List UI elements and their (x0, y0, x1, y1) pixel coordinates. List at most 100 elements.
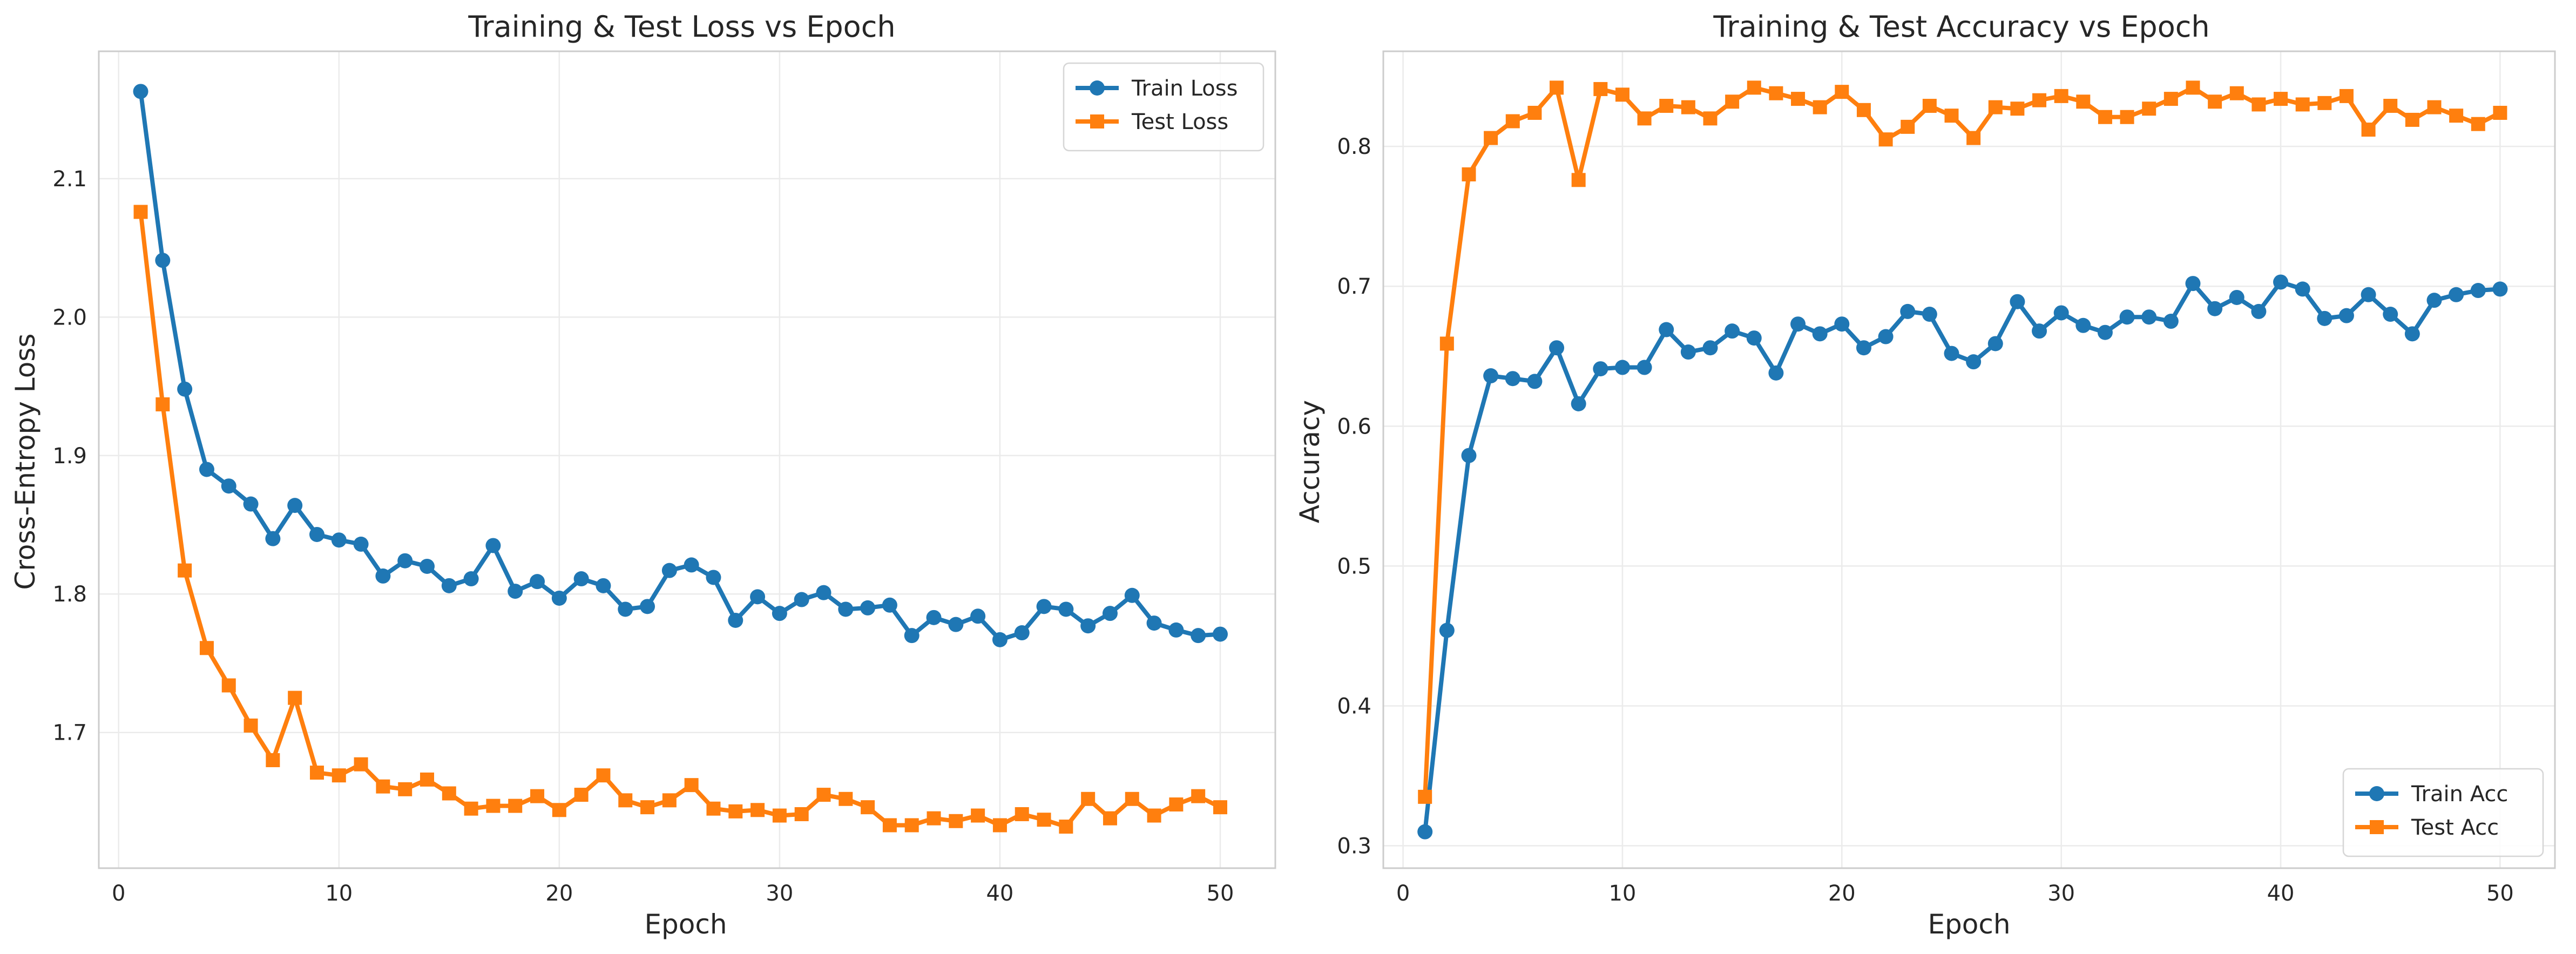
data-point (992, 632, 1008, 647)
data-point (244, 718, 258, 733)
data-point (1461, 448, 1477, 463)
data-point (2426, 293, 2442, 308)
data-point (1527, 105, 1542, 120)
data-point (266, 753, 280, 767)
x-tick-label: 10 (325, 881, 353, 906)
data-point (1125, 791, 1139, 806)
data-point (1080, 618, 1096, 634)
data-point (1213, 800, 1227, 815)
legend-box (2342, 768, 2544, 857)
data-point (1550, 80, 1564, 95)
data-point (1659, 322, 1674, 337)
data-point (1615, 87, 1630, 102)
data-point (2361, 123, 2376, 137)
data-point (508, 799, 523, 813)
y-tick-label: 2.1 (52, 167, 87, 192)
accuracy-chart: Training & Test Accuracy vs Epoch 0 10 20 3… (1294, 10, 2556, 940)
data-point (1725, 94, 1740, 109)
data-point (2273, 274, 2289, 290)
data-point (2492, 281, 2508, 297)
data-point (1462, 167, 1476, 181)
data-point (2449, 109, 2464, 123)
data-point (2252, 97, 2266, 112)
data-point (970, 608, 986, 624)
data-point (706, 570, 721, 585)
data-point (552, 803, 566, 817)
data-point (1812, 326, 1828, 342)
data-point (1987, 336, 2003, 351)
data-point (816, 585, 831, 600)
y-tick-label: 0.7 (1337, 274, 1371, 299)
data-point (2295, 281, 2310, 297)
data-point (2338, 308, 2354, 323)
y-axis-label: Cross-Entropy Loss (10, 334, 41, 590)
y-tick-label: 0.6 (1337, 414, 1371, 439)
data-point (221, 478, 236, 494)
data-point (2470, 283, 2486, 299)
x-axis-label: Epoch (644, 909, 727, 940)
y-tick-label: 1.7 (52, 721, 87, 746)
data-point (1901, 119, 1915, 134)
data-point (574, 788, 589, 802)
data-point (2405, 112, 2419, 127)
data-point (1505, 114, 1520, 128)
x-tick-label: 0 (1396, 881, 1410, 906)
data-point (750, 589, 766, 605)
data-point (420, 772, 434, 787)
y-tick-label: 1.9 (52, 444, 87, 469)
data-point (1147, 808, 1161, 823)
data-point (376, 779, 390, 794)
y-tick-label: 0.3 (1337, 834, 1371, 859)
data-point (2207, 301, 2223, 316)
data-point (551, 590, 567, 606)
data-point (375, 568, 391, 584)
data-point (508, 584, 523, 599)
data-point (1146, 615, 1162, 631)
data-point (1703, 111, 1718, 126)
data-point (1505, 371, 1520, 387)
data-point (1900, 303, 1916, 319)
data-point (243, 496, 259, 512)
data-point (1527, 374, 1543, 389)
y-tick-label: 2.0 (52, 305, 87, 330)
data-point (861, 800, 875, 815)
data-point (2449, 287, 2464, 302)
x-tick-label: 20 (1828, 881, 1856, 906)
data-point (1169, 797, 1184, 812)
x-tick-label: 30 (2047, 881, 2075, 906)
x-tick-label: 10 (1608, 881, 1636, 906)
data-point (992, 818, 1007, 833)
data-point (2185, 276, 2201, 292)
data-point (1659, 99, 1674, 113)
data-point (1168, 622, 1184, 638)
legend-marker (1090, 80, 1105, 96)
data-point (155, 253, 171, 268)
series-train-loss (133, 84, 1228, 647)
data-point (398, 782, 413, 796)
data-point (794, 807, 809, 821)
data-point (530, 574, 545, 590)
data-point (926, 610, 942, 625)
legend-marker (2370, 820, 2384, 834)
y-tick-label: 0.5 (1337, 554, 1371, 579)
plot-frame (98, 50, 1276, 869)
data-point (441, 578, 457, 593)
x-tick-label: 0 (112, 881, 125, 906)
x-tick-label: 30 (766, 881, 793, 906)
data-point (2141, 309, 2157, 325)
data-point (463, 571, 479, 587)
data-point (1747, 80, 1761, 95)
data-point (133, 205, 148, 219)
data-point (1549, 340, 1565, 356)
data-point (1593, 361, 1608, 377)
data-point (772, 808, 787, 823)
y-tick-label: 1.8 (52, 582, 87, 607)
data-point (1791, 92, 1806, 106)
data-point (1439, 336, 1454, 351)
data-point (618, 601, 633, 617)
data-point (1124, 587, 1140, 603)
data-point (353, 536, 369, 552)
chart-title: Training & Test Accuracy vs Epoch (1713, 10, 2209, 44)
data-point (2404, 326, 2420, 342)
